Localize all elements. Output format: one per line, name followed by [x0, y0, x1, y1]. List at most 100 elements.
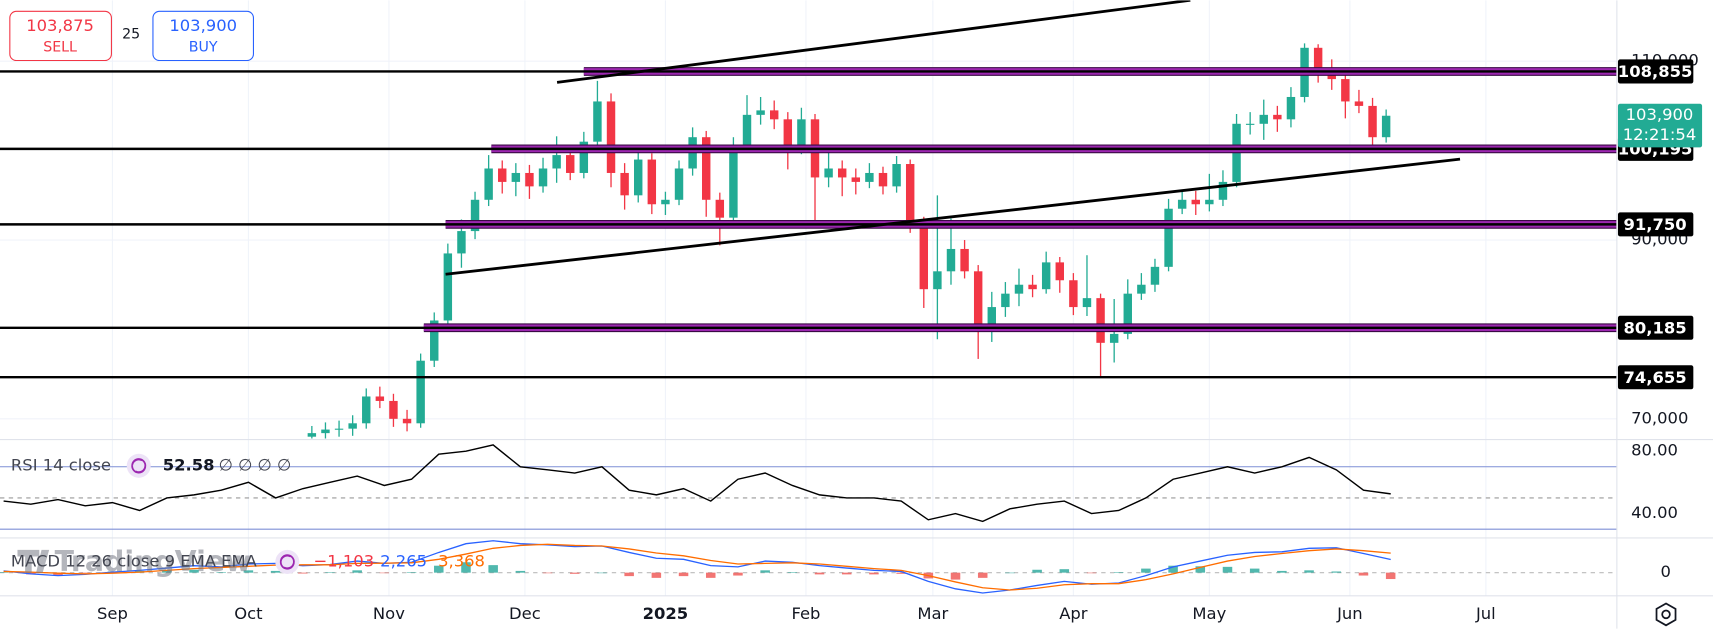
- settings-button[interactable]: [1655, 602, 1677, 627]
- sell-box[interactable]: [9, 10, 112, 62]
- level-label: 74,655: [1623, 368, 1686, 387]
- candle-body: [307, 433, 317, 437]
- histogram-bar: [1249, 568, 1260, 573]
- indicator-icon[interactable]: [275, 549, 300, 574]
- histogram-bar: [869, 572, 879, 575]
- rsi-line: [3, 444, 1391, 523]
- candle-body: [783, 119, 793, 147]
- x-tick-label: Apr: [1059, 604, 1088, 623]
- histogram-bar: [162, 570, 172, 573]
- sell-label: SELL: [43, 39, 77, 55]
- histogram-bar: [1277, 570, 1287, 573]
- histogram-bar: [1141, 568, 1151, 573]
- histogram-bar: [1113, 572, 1124, 573]
- histogram-bar: [1005, 572, 1015, 574]
- buy-price: 103,900: [169, 16, 237, 35]
- candle-body: [946, 248, 956, 272]
- last-price-badge: [1617, 103, 1703, 148]
- candle-body: [511, 172, 521, 182]
- buy-box[interactable]: [152, 10, 255, 62]
- candle-body: [960, 248, 969, 272]
- candle-body: [1001, 293, 1010, 308]
- candle-body: [756, 110, 765, 115]
- histogram-bar: [406, 572, 417, 573]
- last-price: 103,900: [1626, 105, 1694, 124]
- candle-body: [566, 155, 575, 173]
- histogram-bar: [0, 572, 9, 573]
- candle-body: [729, 146, 738, 218]
- histogram-bar: [379, 572, 390, 574]
- candle-body: [634, 159, 643, 196]
- candle-body: [878, 172, 888, 187]
- candle-body: [620, 172, 629, 196]
- histogram-bar: [461, 562, 471, 573]
- candle-body: [389, 400, 398, 419]
- price-pane: [0, 0, 1617, 439]
- y-tick-label: 0: [1661, 562, 1671, 581]
- histogram-bar: [80, 572, 90, 574]
- level-badge: [1617, 365, 1694, 390]
- candle-body: [797, 119, 806, 147]
- histogram-bar: [1195, 566, 1206, 573]
- level-label: 108,855: [1618, 62, 1693, 81]
- candle-body: [606, 101, 616, 173]
- y-tick-label: 40.00: [1631, 503, 1678, 522]
- grid: [0, 0, 1617, 596]
- settings-icon[interactable]: [1655, 602, 1677, 627]
- level-label: 80,185: [1623, 318, 1686, 337]
- candle-body: [715, 199, 725, 218]
- signal-line: [3, 543, 1391, 591]
- candle-body: [1028, 284, 1037, 290]
- histogram-bar: [325, 572, 335, 573]
- candle-body: [1055, 262, 1064, 281]
- buy-button[interactable]: 103,900 BUY: [152, 10, 255, 62]
- settings-icon-center: [1661, 609, 1671, 620]
- candle-body: [552, 155, 561, 169]
- histogram-bar: [1304, 570, 1314, 573]
- candle-body: [769, 110, 779, 120]
- y-tick-label: 70,000: [1631, 408, 1688, 427]
- rsi-title: RSI 14 close: [11, 455, 111, 474]
- histogram-bar: [270, 570, 281, 573]
- level-badge: [1617, 59, 1694, 84]
- histogram-bar: [298, 572, 308, 574]
- indicator-icon[interactable]: [126, 453, 151, 478]
- candle-body: [538, 168, 548, 187]
- candle-body: [1273, 114, 1282, 120]
- candle-body: [457, 231, 466, 254]
- candle-body: [837, 168, 847, 178]
- x-tick-label: Oct: [234, 604, 263, 623]
- candle-body: [362, 396, 371, 424]
- candle-body: [443, 253, 453, 321]
- histogram-bar: [1385, 572, 1396, 580]
- candle-body: [919, 226, 929, 290]
- x-tick-label: 2025: [643, 604, 689, 623]
- histogram-bar: [243, 570, 254, 573]
- x-tick-label: Mar: [917, 604, 948, 623]
- macd-hist-value: −1,103: [314, 551, 375, 570]
- candle-body: [1014, 284, 1024, 294]
- sell-button[interactable]: 103,875 SELL: [9, 10, 112, 62]
- level-label: 91,750: [1623, 215, 1686, 234]
- candle-body: [593, 101, 602, 142]
- macd-title: MACD 12 26 close 9 EMA EMA: [11, 551, 258, 570]
- candle-body: [1354, 101, 1364, 106]
- candle-body: [579, 141, 589, 173]
- x-tick-label: Feb: [791, 604, 820, 623]
- histogram-bar: [352, 570, 362, 573]
- candle-body: [1341, 79, 1350, 102]
- rsi-extra: ∅ ∅ ∅ ∅: [218, 455, 291, 474]
- candle-body: [647, 159, 657, 205]
- indicator-panes: [0, 444, 1617, 594]
- candle-body: [1123, 293, 1132, 334]
- watermark-text: TradingView: [55, 545, 252, 578]
- candle-body: [1109, 333, 1119, 343]
- y-tick-label: 80.00: [1631, 441, 1678, 460]
- candle-body: [1218, 181, 1228, 200]
- histogram-bar: [488, 565, 498, 573]
- level-badge: [1617, 315, 1694, 340]
- histogram-bar: [1059, 569, 1070, 573]
- candle-body: [905, 164, 915, 227]
